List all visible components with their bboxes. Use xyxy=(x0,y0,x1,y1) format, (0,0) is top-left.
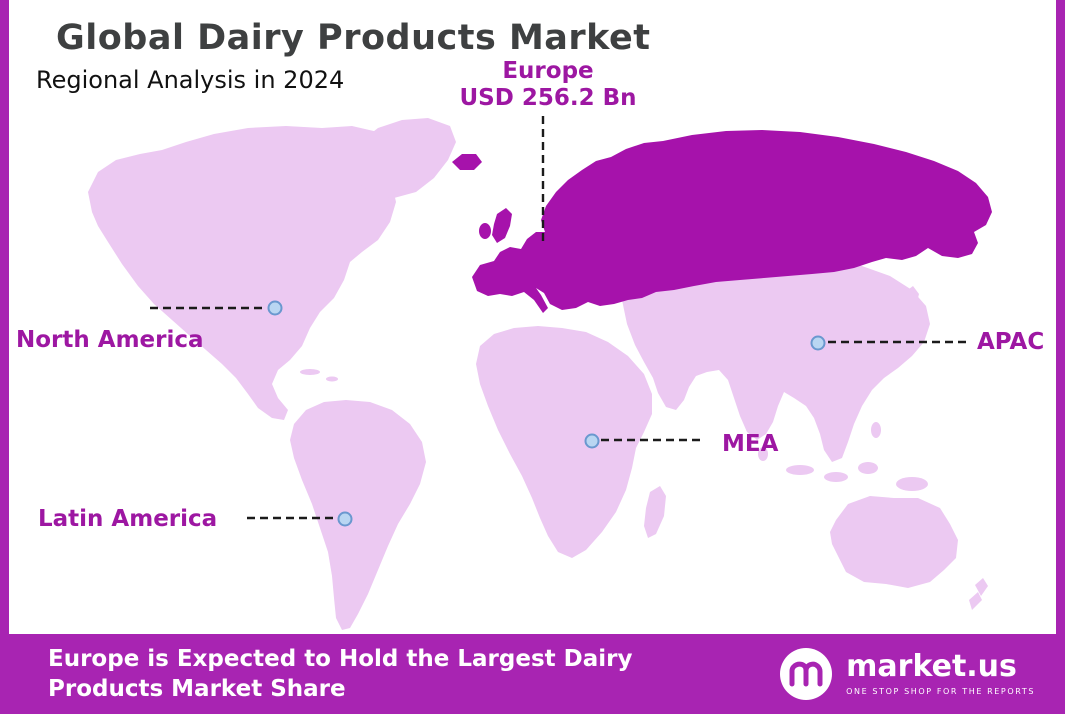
banner-text: Europe is Expected to Hold the Largest D… xyxy=(48,645,633,702)
united-kingdom-highlight xyxy=(492,208,512,243)
philippines xyxy=(871,422,881,438)
marker-dot-mea xyxy=(584,433,600,449)
japan xyxy=(902,286,919,316)
marker-dot-apac xyxy=(810,335,826,351)
brand-tagline: ONE STOP SHOP FOR THE REPORTS xyxy=(846,687,1035,696)
greenland xyxy=(352,118,456,198)
continent-north-america xyxy=(88,126,396,420)
market-us-logo-icon xyxy=(780,648,833,700)
label-apac: APAC xyxy=(977,329,1045,355)
label-europe-name: Europe xyxy=(502,58,594,84)
continent-south-america xyxy=(290,400,426,630)
sri-lanka xyxy=(758,447,768,461)
label-europe: Europe USD 256.2 Bn xyxy=(448,58,648,112)
new-guinea xyxy=(896,477,928,491)
marker-dot-latin-america xyxy=(337,511,353,527)
iceland-highlight xyxy=(452,154,482,170)
page-title: Global Dairy Products Market xyxy=(56,18,651,58)
marker-dot-north-america xyxy=(267,300,283,316)
brand-text-block: market.us ONE STOP SHOP FOR THE REPORTS xyxy=(846,649,1035,697)
caribbean-islands xyxy=(300,369,320,375)
ireland-highlight xyxy=(479,223,491,239)
indonesia-sumatra xyxy=(786,465,814,475)
left-border-strip xyxy=(0,0,9,714)
australia xyxy=(830,496,958,588)
indonesia-borneo xyxy=(858,462,878,474)
label-europe-value: USD 256.2 Bn xyxy=(459,85,637,112)
label-latin-america: Latin America xyxy=(38,506,218,532)
brand-name: market.us xyxy=(846,649,1017,684)
continent-africa xyxy=(476,326,652,558)
label-north-america: North America xyxy=(16,327,204,353)
new-zealand-south xyxy=(969,592,982,610)
region-europe-russia-highlight xyxy=(472,130,992,313)
indonesia-java xyxy=(824,472,848,482)
footer-banner: Europe is Expected to Hold the Largest D… xyxy=(0,634,1065,714)
label-mea: MEA xyxy=(722,431,779,457)
page-subtitle: Regional Analysis in 2024 xyxy=(36,66,345,94)
continent-asia-south xyxy=(622,258,930,462)
madagascar xyxy=(644,486,666,538)
japan-south xyxy=(894,316,907,333)
brand-logo: market.us ONE STOP SHOP FOR THE REPORTS xyxy=(778,646,1035,702)
caribbean-islands-2 xyxy=(326,376,338,382)
new-zealand-north xyxy=(975,578,988,596)
right-border-strip xyxy=(1056,0,1065,714)
